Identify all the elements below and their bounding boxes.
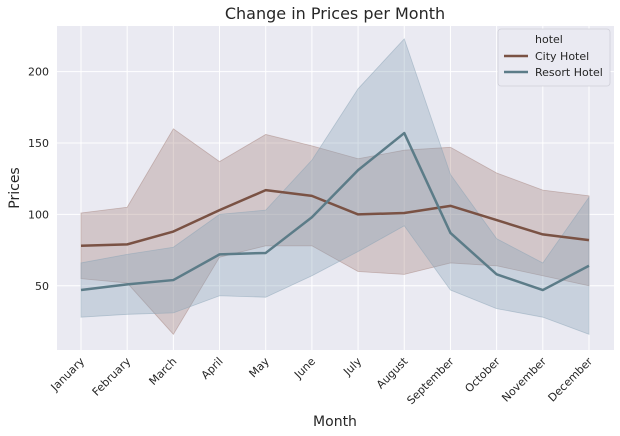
chart-title: Change in Prices per Month	[225, 4, 445, 23]
legend: hotel City Hotel Resort Hotel	[497, 28, 611, 87]
x-tick-label: March	[147, 355, 180, 388]
x-tick-label: October	[462, 355, 503, 396]
y-tick-label: 100	[28, 208, 49, 221]
x-tick-label: September	[404, 355, 457, 408]
x-tick-label: February	[90, 355, 134, 399]
x-tick-label: November	[499, 355, 549, 405]
grid	[57, 26, 614, 350]
x-tick-label: July	[340, 355, 364, 379]
x-tick-label: August	[374, 354, 411, 391]
x-axis-label: Month	[313, 414, 357, 430]
y-tick-label: 50	[35, 280, 49, 293]
y-axis-label: Prices	[7, 167, 23, 208]
x-tick-label: May	[247, 355, 273, 381]
x-tick-label: June	[291, 355, 318, 382]
legend-label-city-hotel: City Hotel	[535, 50, 589, 63]
y-tick-labels: 50 100 150 200	[28, 66, 49, 293]
x-tick-label: January	[48, 355, 88, 395]
series-lines	[80, 131, 590, 292]
legend-title: hotel	[535, 33, 563, 46]
x-tick-labels: January February March April May June July Augu…	[48, 354, 596, 407]
legend-label-resort-hotel: Resort Hotel	[535, 66, 603, 79]
x-tick-label: December	[546, 355, 596, 405]
line-city-hotel	[80, 188, 590, 248]
line-resort-hotel	[80, 131, 590, 292]
y-tick-label: 200	[28, 66, 49, 79]
y-tick-label: 150	[28, 137, 49, 150]
x-tick-label: April	[199, 355, 226, 382]
